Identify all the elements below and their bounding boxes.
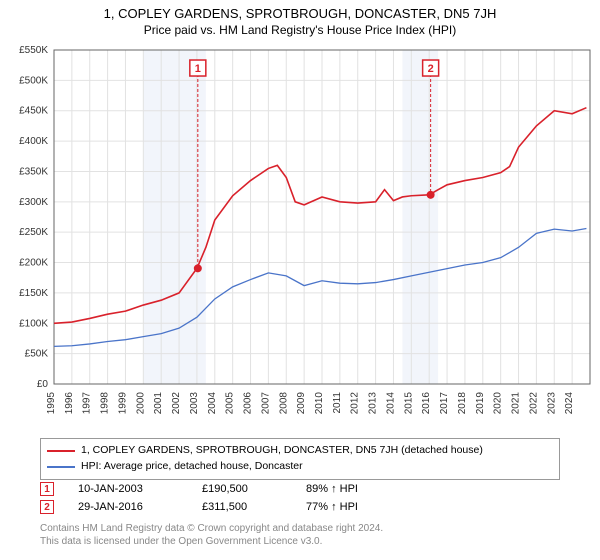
svg-text:£450K: £450K <box>19 106 48 117</box>
svg-text:2014: 2014 <box>385 392 396 415</box>
svg-text:2: 2 <box>428 63 434 75</box>
svg-text:£300K: £300K <box>19 197 48 208</box>
svg-text:2007: 2007 <box>260 392 271 415</box>
svg-text:1998: 1998 <box>100 392 111 415</box>
event-table: 1 10-JAN-2003 £190,500 89% ↑ HPI 2 29-JAN-201… <box>40 480 560 516</box>
legend-row: HPI: Average price, detached house, Donc… <box>47 459 553 475</box>
svg-text:£400K: £400K <box>19 136 48 147</box>
svg-text:2020: 2020 <box>493 392 504 415</box>
event-price: £190,500 <box>202 483 282 495</box>
svg-text:£200K: £200K <box>19 258 48 269</box>
svg-text:2022: 2022 <box>528 392 539 415</box>
svg-text:£50K: £50K <box>25 349 49 360</box>
svg-text:2021: 2021 <box>511 392 522 415</box>
svg-text:2013: 2013 <box>368 392 379 415</box>
event-date: 29-JAN-2016 <box>78 501 178 513</box>
svg-text:£500K: £500K <box>19 75 48 86</box>
svg-text:2006: 2006 <box>243 392 254 415</box>
event-row: 1 10-JAN-2003 £190,500 89% ↑ HPI <box>40 480 560 498</box>
event-marker: 2 <box>40 500 54 514</box>
footer-line: Contains HM Land Registry data © Crown c… <box>40 522 383 535</box>
legend: 1, COPLEY GARDENS, SPROTBROUGH, DONCASTE… <box>40 438 560 480</box>
svg-text:2010: 2010 <box>314 392 325 415</box>
svg-text:2019: 2019 <box>475 392 486 415</box>
svg-text:2024: 2024 <box>564 392 575 415</box>
svg-text:1999: 1999 <box>117 392 128 415</box>
footer-attribution: Contains HM Land Registry data © Crown c… <box>40 522 383 548</box>
svg-text:2018: 2018 <box>457 392 468 415</box>
event-row: 2 29-JAN-2016 £311,500 77% ↑ HPI <box>40 498 560 516</box>
svg-text:£0: £0 <box>37 379 49 390</box>
legend-label: 1, COPLEY GARDENS, SPROTBROUGH, DONCASTE… <box>81 443 483 459</box>
svg-text:2011: 2011 <box>332 392 343 414</box>
event-pct: 89% ↑ HPI <box>306 483 358 495</box>
chart-plot: £0 £50K £100K £150K £200K £250K £300K £350K £400… <box>0 42 600 430</box>
footer-line: This data is licensed under the Open Gov… <box>40 535 383 548</box>
svg-text:1: 1 <box>195 63 201 75</box>
svg-text:2005: 2005 <box>225 392 236 415</box>
svg-text:2000: 2000 <box>135 392 146 415</box>
chart-title: 1, COPLEY GARDENS, SPROTBROUGH, DONCASTE… <box>0 0 600 21</box>
svg-text:2001: 2001 <box>153 392 164 415</box>
legend-swatch <box>47 450 75 452</box>
chart-subtitle: Price paid vs. HM Land Registry's House … <box>0 21 600 37</box>
event-pct: 77% ↑ HPI <box>306 501 358 513</box>
svg-text:£350K: £350K <box>19 166 48 177</box>
svg-text:£550K: £550K <box>19 45 48 56</box>
svg-text:£150K: £150K <box>19 288 48 299</box>
svg-text:2015: 2015 <box>403 392 414 415</box>
svg-text:2016: 2016 <box>421 392 432 415</box>
svg-text:2012: 2012 <box>350 392 361 415</box>
event-price: £311,500 <box>202 501 282 513</box>
svg-text:2017: 2017 <box>439 392 450 415</box>
svg-text:1995: 1995 <box>46 392 57 415</box>
svg-text:2003: 2003 <box>189 392 200 415</box>
svg-text:2009: 2009 <box>296 392 307 415</box>
legend-swatch <box>47 466 75 468</box>
legend-label: HPI: Average price, detached house, Donc… <box>81 459 303 475</box>
chart-container: 1, COPLEY GARDENS, SPROTBROUGH, DONCASTE… <box>0 0 600 560</box>
event-date: 10-JAN-2003 <box>78 483 178 495</box>
svg-text:1997: 1997 <box>82 392 93 415</box>
svg-text:£250K: £250K <box>19 227 48 238</box>
svg-text:2008: 2008 <box>278 392 289 415</box>
svg-text:1996: 1996 <box>64 392 75 415</box>
event-marker: 1 <box>40 482 54 496</box>
svg-text:2023: 2023 <box>546 392 557 415</box>
legend-row: 1, COPLEY GARDENS, SPROTBROUGH, DONCASTE… <box>47 443 553 459</box>
svg-text:£100K: £100K <box>19 318 48 329</box>
svg-text:2002: 2002 <box>171 392 182 415</box>
svg-text:2004: 2004 <box>207 392 218 415</box>
